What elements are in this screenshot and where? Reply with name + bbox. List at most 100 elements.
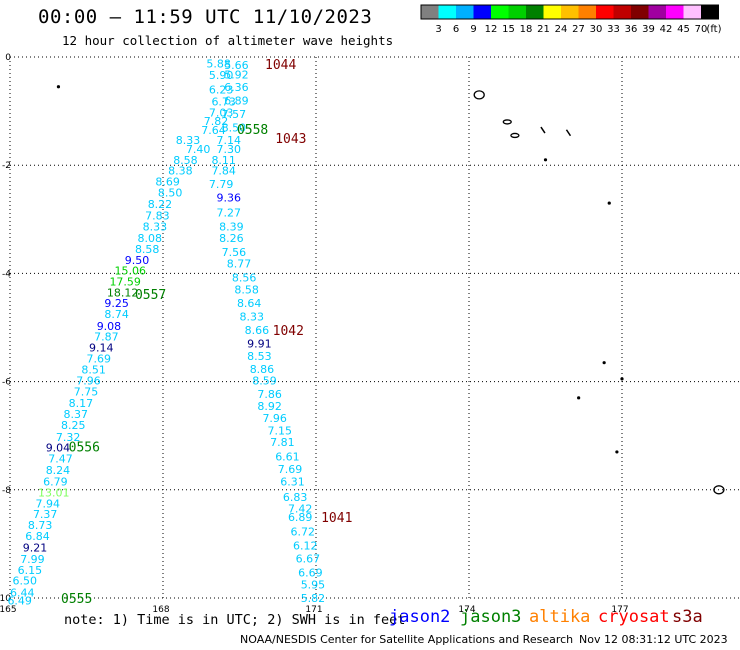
island-outline: [565, 129, 572, 137]
longitude-tick-label: 165: [0, 605, 17, 615]
island-dot: [620, 377, 624, 381]
legend-s3a: s3a: [672, 607, 703, 627]
wave-height-value: 8.58: [135, 243, 160, 256]
wave-height-value: 6.72: [291, 525, 316, 538]
colorbar-swatch: [613, 5, 631, 19]
island-outline: [713, 485, 725, 495]
wave-height-value: 8.53: [247, 350, 272, 363]
colorbar-swatch: [561, 5, 579, 19]
pass-time-label: 1044: [265, 58, 296, 73]
wave-height-value: 7.47: [48, 452, 73, 465]
wave-height-value: 8.92: [257, 400, 282, 413]
island-outline: [473, 90, 485, 100]
latitude-tick-label: -2: [2, 161, 11, 171]
wave-height-value: 7.30: [217, 143, 242, 156]
wave-height-value: 7.79: [209, 178, 234, 191]
pass-time-label: 0555: [61, 592, 92, 607]
wave-height-value: 6.89: [224, 94, 249, 107]
wave-height-value: 7.40: [186, 143, 211, 156]
wave-height-value: 9.25: [104, 297, 129, 310]
colorbar-label: 12: [485, 24, 498, 35]
wave-height-value: 7.75: [74, 385, 99, 398]
wave-height-value: 5.66: [224, 59, 249, 72]
wave-height-value: 6.15: [18, 564, 43, 577]
pass-time-label: 0556: [69, 441, 100, 456]
colorbar-label: 21: [537, 24, 550, 35]
colorbar-swatch: [473, 5, 491, 19]
longitude-tick-label: 177: [611, 605, 628, 615]
wave-height-value: 8.69: [155, 175, 180, 188]
wave-height-value: 5.88: [206, 57, 231, 70]
wave-height-value: 6.44: [10, 587, 35, 600]
wave-height-value: 8.66: [245, 324, 270, 337]
wave-height-value: 6.84: [25, 530, 50, 543]
wave-height-value: 6.79: [43, 476, 68, 489]
colorbar-swatch: [491, 5, 509, 19]
wave-height-value: 7.15: [268, 424, 293, 437]
wave-height-value: 9.08: [97, 320, 122, 333]
wave-height-value: 8.08: [138, 232, 163, 245]
latitude-tick-label: 0: [5, 53, 11, 63]
wave-height-value: 5.92: [224, 68, 249, 81]
legend-cryosat: cryosat: [598, 607, 670, 627]
wave-height-value: 8.24: [46, 464, 70, 477]
wave-height-value: 9.21: [23, 542, 48, 555]
wave-height-value: 7.32: [56, 431, 81, 444]
colorbar-label: 9: [470, 24, 476, 35]
wave-height-value: 15.06: [115, 265, 147, 278]
colorbar-swatch: [508, 5, 526, 19]
colorbar-label: 15: [502, 24, 515, 35]
wave-height-value: 7.86: [257, 388, 282, 401]
wave-height-value: 6.69: [298, 567, 323, 580]
wave-height-value: 6.12: [293, 540, 318, 553]
colorbar-label: 33: [607, 24, 620, 35]
legend-jason2: jason2: [389, 607, 451, 627]
wave-height-value: 6.36: [224, 81, 249, 94]
wave-height-value: 18.12: [107, 286, 138, 299]
wave-height-value: 7.27: [217, 206, 242, 219]
colorbar-label: 36: [625, 24, 638, 35]
island-dot: [607, 201, 611, 205]
wave-height-value: 8.37: [64, 408, 89, 421]
colorbar-label: 6: [453, 24, 459, 35]
wave-height-value: 8.26: [219, 232, 244, 245]
wave-height-value: 8.33: [143, 220, 168, 233]
longitude-tick-label: 171: [305, 605, 322, 615]
latitude-tick-label: -10: [0, 594, 11, 604]
wave-height-value: 8.39: [219, 220, 244, 233]
pass-time-label: 0558: [237, 123, 268, 138]
wave-height-value: 6.83: [283, 491, 308, 504]
latitude-tick-label: -8: [2, 486, 11, 496]
wave-height-value: 8.17: [69, 397, 94, 410]
wave-height-value: 6.50: [13, 575, 38, 588]
wave-height-value: 5.82: [301, 592, 326, 605]
wave-height-value: 7.82: [204, 115, 229, 128]
wave-height-value: 8.64: [237, 297, 262, 310]
island-outline: [510, 132, 520, 139]
wave-height-value: 7.03: [209, 107, 234, 120]
wave-height-value: 7.69: [278, 463, 303, 476]
wave-height-value: 9.36: [217, 192, 242, 205]
island-dot: [56, 85, 61, 89]
wave-height-value: 8.59: [252, 375, 277, 388]
colorbar-label: 45: [677, 24, 690, 35]
island-dot: [615, 450, 619, 454]
colorbar-swatch: [648, 5, 666, 19]
wave-height-value: 8.73: [28, 519, 52, 532]
wave-height-value: 8.33: [240, 311, 265, 324]
colorbar-frame: [420, 4, 719, 20]
pass-time-label: 1043: [275, 132, 306, 147]
wave-height-value: 7.14: [217, 134, 242, 147]
island-outline: [502, 119, 512, 125]
island-dot: [577, 396, 581, 400]
colorbar-swatch: [666, 5, 684, 19]
colorbar-unit: (ft): [706, 24, 721, 35]
pass-time-label: 1042: [273, 324, 304, 339]
wave-height-value: 5.95: [301, 578, 326, 591]
pass-time-label: 1041: [321, 511, 352, 526]
wave-height-value: 8.58: [173, 154, 198, 167]
longitude-tick-label: 168: [152, 605, 169, 615]
wave-height-value: 8.38: [168, 165, 193, 178]
wave-height-value: 6.73: [211, 95, 236, 108]
